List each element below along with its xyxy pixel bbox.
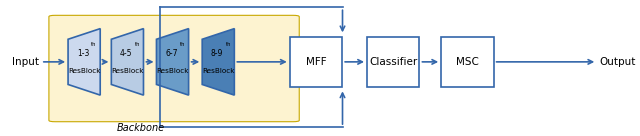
FancyBboxPatch shape: [367, 37, 419, 87]
Text: Output: Output: [599, 57, 636, 67]
Polygon shape: [202, 29, 234, 95]
Text: th: th: [180, 42, 185, 47]
Text: 1-3: 1-3: [77, 49, 89, 58]
Text: ResBlock: ResBlock: [111, 68, 143, 74]
Text: Input: Input: [12, 57, 39, 67]
Text: 6-7: 6-7: [165, 49, 177, 58]
Text: Backbone: Backbone: [116, 123, 165, 133]
Text: th: th: [92, 42, 97, 47]
Text: Classifier: Classifier: [369, 57, 417, 67]
Text: 4-5: 4-5: [120, 49, 132, 58]
Polygon shape: [156, 29, 189, 95]
Text: th: th: [134, 42, 140, 47]
Text: th: th: [225, 42, 231, 47]
Text: ResBlock: ResBlock: [202, 68, 234, 74]
Polygon shape: [68, 29, 100, 95]
Polygon shape: [111, 29, 143, 95]
FancyBboxPatch shape: [49, 15, 300, 122]
Text: 8-9: 8-9: [211, 49, 223, 58]
Text: ResBlock: ResBlock: [68, 68, 100, 74]
FancyBboxPatch shape: [441, 37, 493, 87]
Text: MSC: MSC: [456, 57, 479, 67]
FancyBboxPatch shape: [290, 37, 342, 87]
Text: MFF: MFF: [306, 57, 326, 67]
Text: ResBlock: ResBlock: [156, 68, 189, 74]
